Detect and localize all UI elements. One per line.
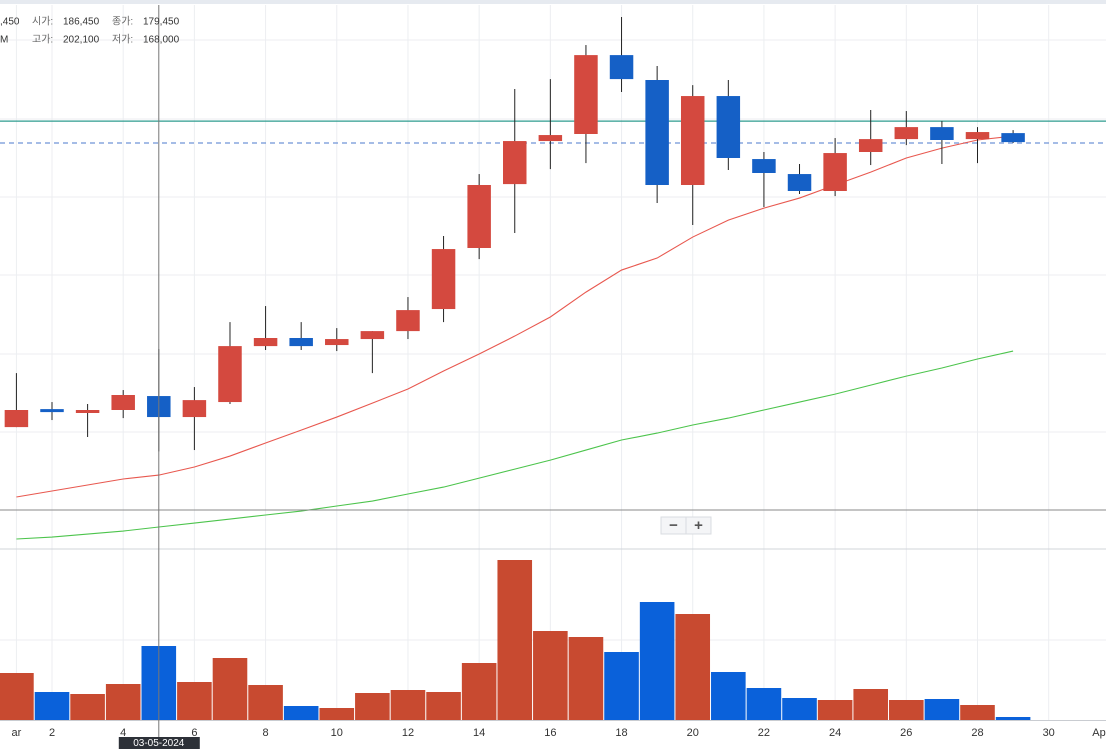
legend-label: 저가: — [112, 34, 133, 46]
x-tick-label: 20 — [687, 727, 699, 739]
candle-body — [431, 249, 456, 310]
candle-body — [289, 338, 313, 347]
candle-body — [680, 96, 705, 185]
volume-bar — [568, 637, 604, 720]
legend-value: 202,100 — [63, 35, 100, 46]
x-tick-label: 14 — [473, 727, 485, 739]
x-tick-label: 6 — [191, 727, 197, 739]
candle-body — [1001, 133, 1025, 143]
candle-body — [467, 185, 491, 248]
volume-bar — [675, 614, 711, 720]
candle-body — [503, 141, 527, 185]
volume-bar — [461, 663, 497, 720]
volume-bar — [34, 692, 70, 720]
x-tick-label: 10 — [331, 727, 343, 739]
candle-body — [75, 410, 100, 413]
moving-average-line — [16, 135, 1014, 498]
x-tick-label: 24 — [829, 727, 841, 739]
x-tick-label: Ap — [1092, 727, 1105, 739]
legend-label: 고가: — [32, 34, 53, 46]
candle-body — [752, 159, 776, 173]
candle-body — [965, 132, 990, 140]
volume-bar — [782, 698, 817, 720]
candle-body — [858, 139, 883, 152]
volume-bar — [497, 560, 533, 720]
x-tick-label: 30 — [1043, 727, 1055, 739]
candle-body — [645, 80, 669, 185]
legend-label: 종가: — [112, 16, 133, 28]
candle-body — [609, 55, 634, 80]
volume-bar — [817, 700, 853, 720]
volume-bar — [0, 673, 34, 720]
x-tick-label: 28 — [971, 727, 983, 739]
zoom-button-label[interactable]: − — [669, 517, 678, 534]
legend-value: 179,450 — [143, 17, 180, 28]
legend-value: 168,000 — [143, 35, 180, 46]
candle-body — [574, 55, 598, 134]
candle-body — [396, 310, 420, 332]
x-tick-label: ar — [12, 727, 22, 739]
legend: ,450 시가: 186,450 종가: 179,450 M 고가: 202,100 저가: 16… — [0, 16, 180, 46]
volume-bar — [889, 700, 924, 720]
volume-bar — [283, 706, 319, 720]
h-grid — [0, 39, 1106, 641]
grid-layer — [15, 5, 1050, 720]
zoom-button-label[interactable]: + — [694, 517, 703, 534]
volume-bar — [711, 672, 746, 720]
volume-bar — [924, 699, 960, 720]
candle-body — [894, 127, 919, 140]
candle-body — [111, 395, 135, 410]
volume-bar — [355, 693, 390, 720]
legend-value: 186,450 — [63, 17, 100, 28]
x-tick-label: 4 — [120, 727, 126, 739]
candle-body — [538, 135, 563, 142]
x-tick-label: 8 — [263, 727, 269, 739]
zoom-controls: − + — [660, 516, 712, 535]
volume-bar — [746, 688, 782, 720]
x-tick-label: 12 — [402, 727, 414, 739]
top-border — [0, 0, 1106, 4]
candle-body — [823, 153, 847, 191]
candle-body — [930, 127, 954, 140]
volume-bar — [995, 717, 1031, 720]
candle-body — [325, 339, 349, 346]
volume-bar — [604, 652, 639, 720]
volume-bar — [105, 684, 141, 720]
x-tick-label: 16 — [544, 727, 556, 739]
volume-bar — [533, 631, 568, 720]
legend-lead: ,450 — [0, 17, 20, 28]
legend-label: 시가: — [32, 16, 53, 28]
candle-body — [360, 331, 385, 340]
legend-lead: M — [0, 35, 8, 46]
volume-bar — [853, 689, 889, 720]
crosshair-label: 03-05-2024 — [133, 738, 185, 749]
data-layer — [0, 17, 1106, 720]
x-tick-label: 22 — [758, 727, 770, 739]
crosshair-label-bg — [118, 737, 200, 749]
volume-bar — [390, 690, 426, 720]
volume-bar — [248, 685, 283, 720]
zoom-button[interactable] — [685, 516, 712, 535]
candle-body — [716, 96, 741, 158]
candle-body — [218, 346, 242, 403]
x-tick-label: 26 — [900, 727, 912, 739]
volume-bar — [212, 658, 248, 720]
candle-body — [182, 400, 207, 418]
candle-body — [787, 174, 812, 191]
candle-body — [253, 338, 278, 347]
volume-bar — [177, 682, 212, 720]
candle-body — [4, 410, 29, 428]
x-tick-label: 18 — [615, 727, 627, 739]
volume-bar — [639, 602, 675, 720]
volume-bar — [319, 708, 355, 720]
volume-bar — [70, 694, 105, 720]
volume-bar — [960, 705, 995, 720]
x-tick-label: 2 — [49, 727, 55, 739]
moving-average-line — [16, 350, 1014, 540]
volume-bar — [426, 692, 461, 720]
candle-body — [40, 409, 64, 413]
